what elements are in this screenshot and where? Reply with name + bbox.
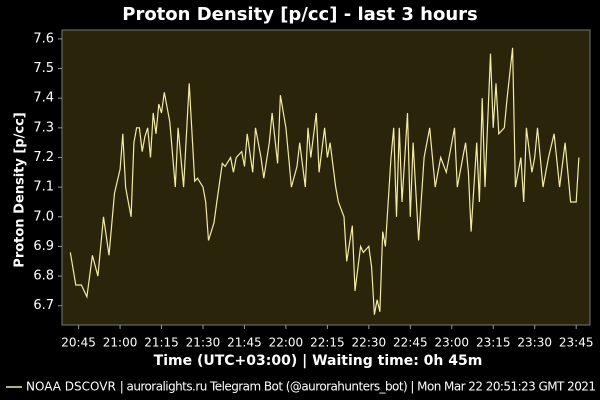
plot-area — [61, 29, 591, 326]
footer: | auroralights.ru Telegram Bot (@aurorah… — [120, 380, 596, 394]
x-tick-label: 22:00 — [269, 336, 304, 350]
y-tick-label: 7.0 — [33, 209, 54, 224]
x-tick-label: 21:45 — [227, 336, 262, 350]
y-tick-label: 7.2 — [33, 150, 54, 165]
x-tick-label: 22:15 — [310, 336, 345, 350]
y-tick-label: 7.4 — [33, 91, 54, 106]
data-line — [69, 47, 580, 315]
x-tick-label: 23:30 — [517, 336, 552, 350]
y-tick-label: 7.6 — [33, 31, 54, 46]
x-tick-label: 22:30 — [352, 336, 387, 350]
x-tick-label: 21:15 — [144, 336, 179, 350]
x-tick-label: 23:15 — [476, 336, 511, 350]
y-tick-label: 6.8 — [33, 269, 54, 284]
chart-title: Proton Density [p/cc] - last 3 hours — [122, 4, 477, 25]
legend-label: NOAA DSCOVR — [26, 380, 116, 394]
x-tick-label: 23:45 — [559, 336, 594, 350]
x-tick-label: 20:45 — [61, 336, 96, 350]
x-tick-label: 21:30 — [186, 336, 221, 350]
y-tick-label: 7.3 — [33, 120, 54, 135]
y-tick-label: 6.7 — [33, 298, 54, 313]
y-tick-label: 7.5 — [33, 61, 54, 76]
x-tick-label: 22:45 — [393, 336, 428, 350]
x-axis-label: Time (UTC+03:00) | Waiting time: 0h 45m — [154, 353, 483, 369]
y-axis-label: Proton Density [p/cc] — [13, 112, 28, 267]
x-tick-label: 21:00 — [103, 336, 138, 350]
y-tick-label: 6.9 — [33, 239, 54, 254]
y-tick-label: 7.1 — [33, 180, 54, 195]
x-tick-label: 23:00 — [434, 336, 469, 350]
